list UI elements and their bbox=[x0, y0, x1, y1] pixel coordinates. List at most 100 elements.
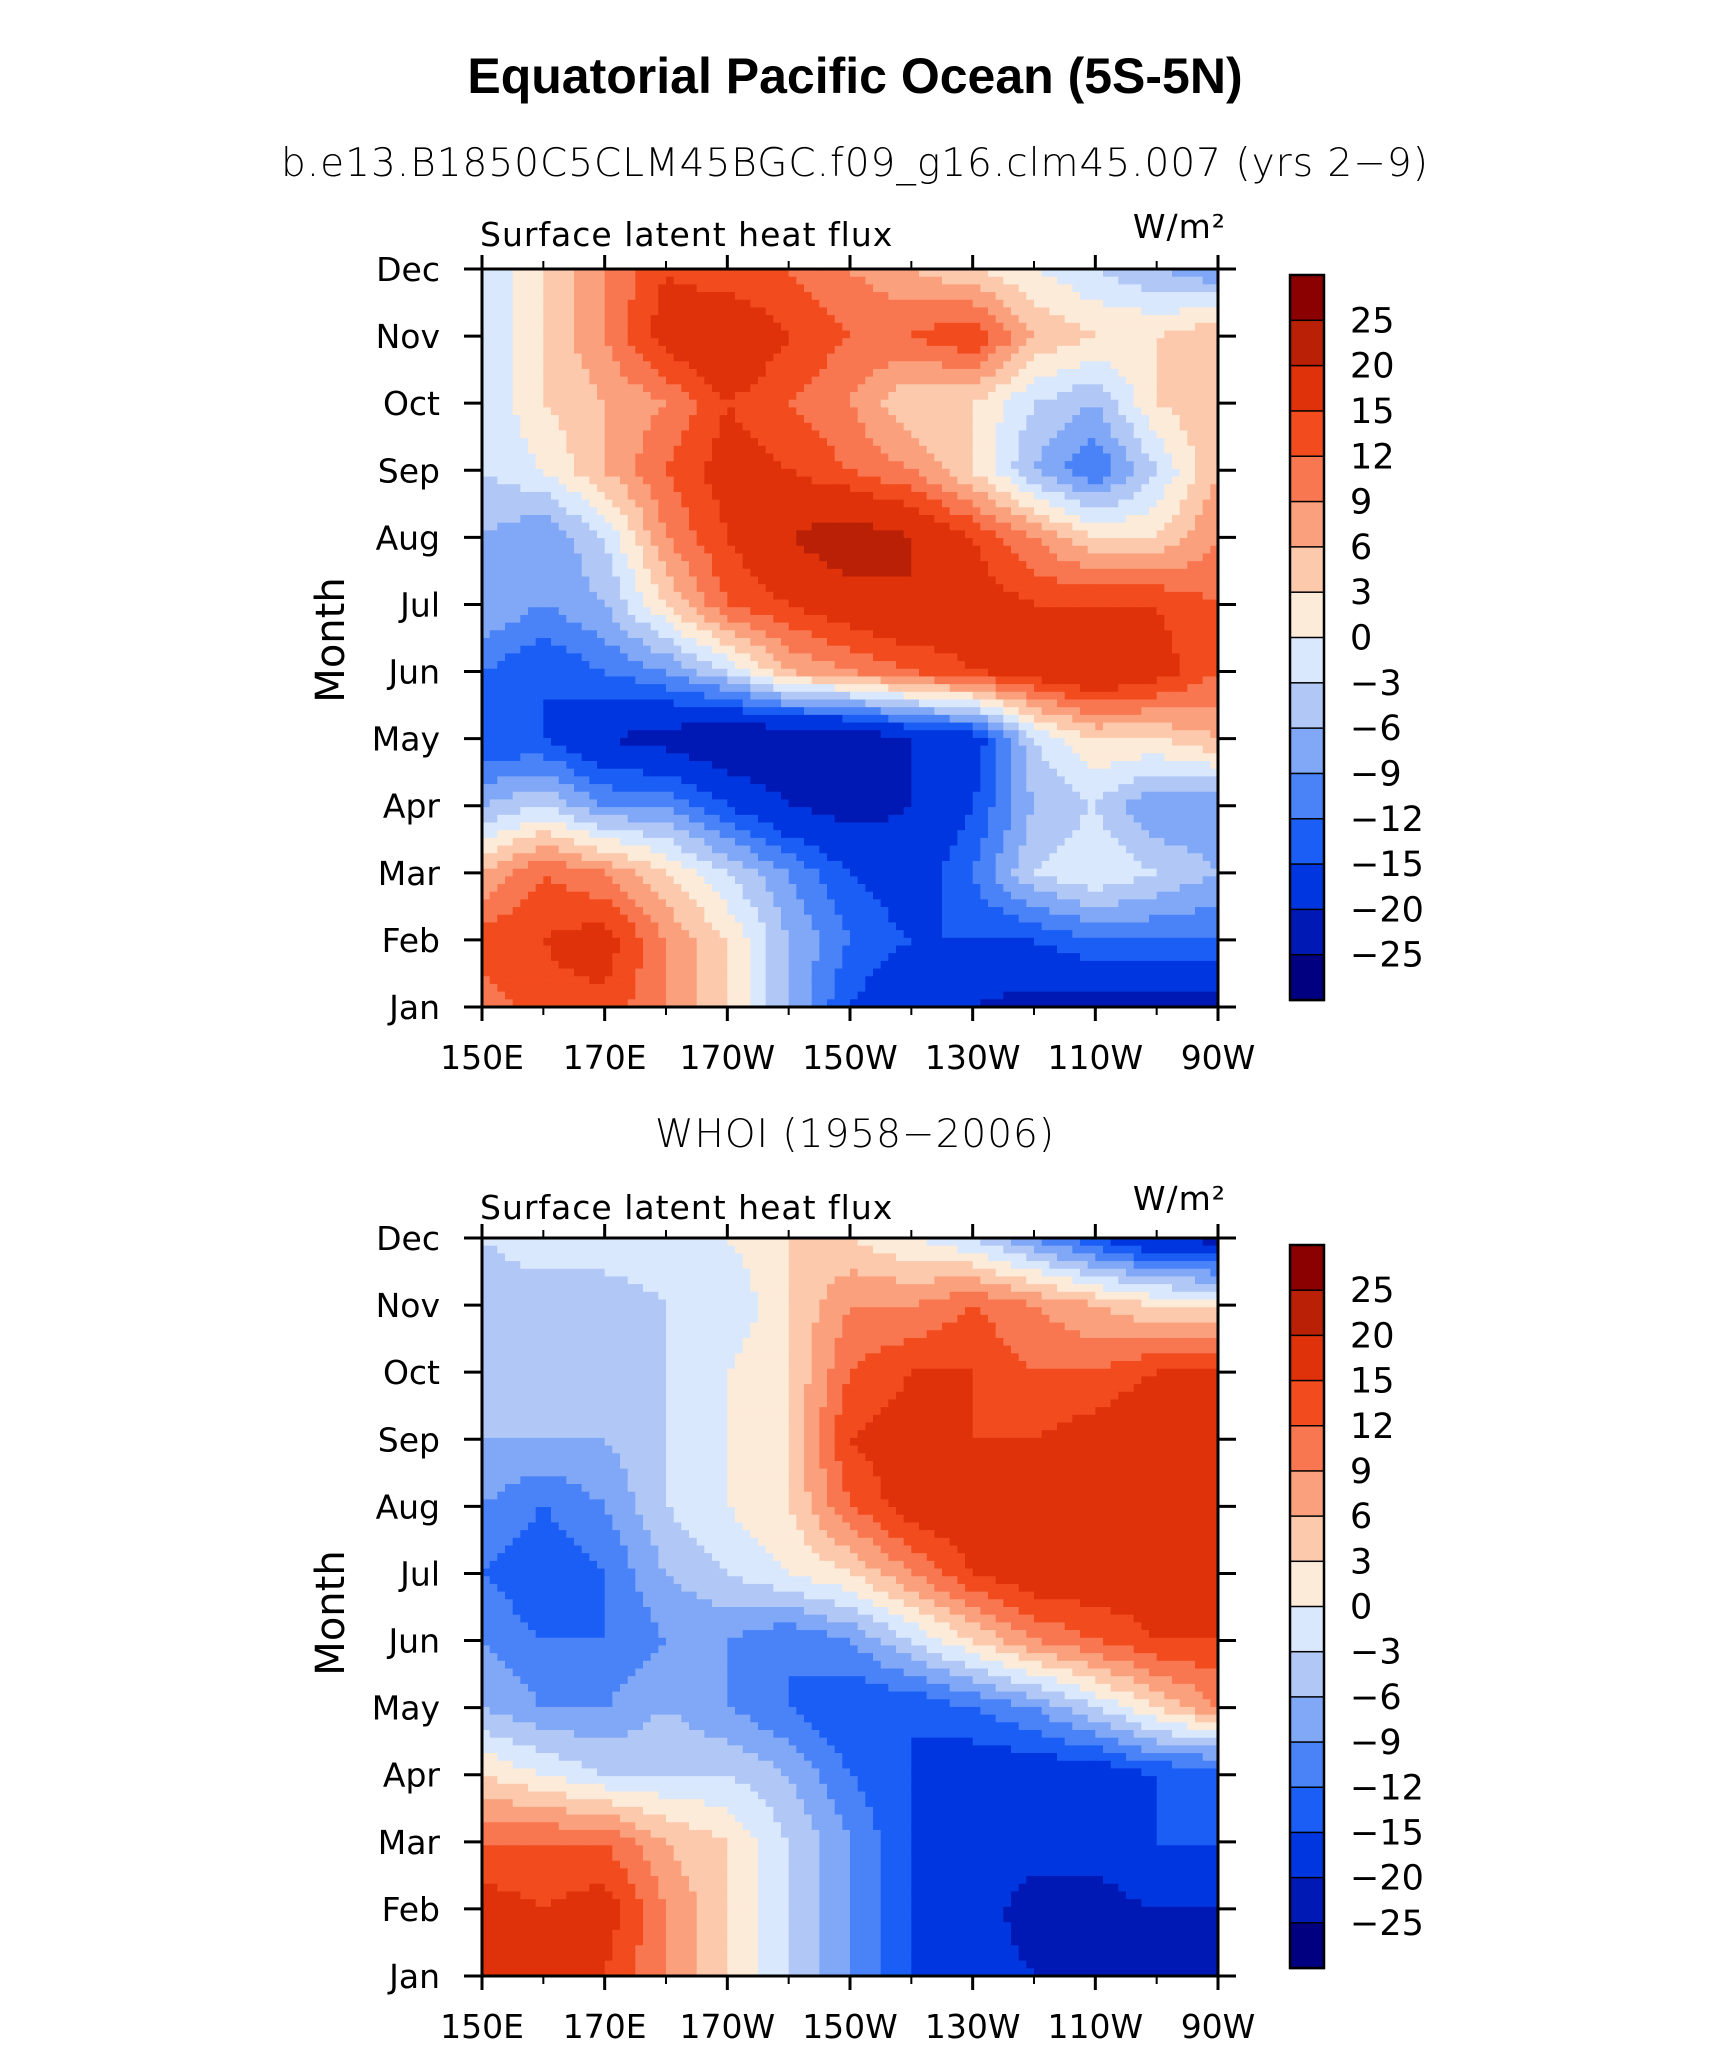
heatmap-cell bbox=[735, 576, 744, 585]
heatmap-cell bbox=[627, 453, 636, 462]
heatmap-cell bbox=[750, 445, 759, 455]
heatmap-cell bbox=[512, 276, 521, 285]
heatmap-cell bbox=[880, 438, 889, 447]
heatmap-cell bbox=[1003, 507, 1012, 516]
heatmap-cell bbox=[911, 468, 920, 478]
heatmap-cell bbox=[1095, 453, 1104, 462]
heatmap-cell bbox=[742, 407, 751, 416]
heatmap-cell bbox=[612, 622, 621, 631]
heatmap-cell bbox=[811, 353, 820, 362]
heatmap-cell bbox=[765, 484, 774, 493]
heatmap-cell bbox=[673, 445, 682, 455]
heatmap-cell bbox=[1041, 453, 1050, 462]
heatmap-cell bbox=[1087, 507, 1096, 516]
heatmap-cell bbox=[781, 299, 790, 309]
heatmap-cell bbox=[896, 276, 905, 285]
heatmap-cell bbox=[1011, 584, 1020, 593]
heatmap-cell bbox=[673, 376, 682, 385]
heatmap-cell bbox=[1041, 638, 1050, 647]
heatmap-cell bbox=[620, 484, 629, 493]
heatmap-cell bbox=[650, 661, 659, 670]
heatmap-cell bbox=[704, 491, 713, 501]
heatmap-cell bbox=[574, 330, 583, 339]
heatmap-cell bbox=[842, 622, 851, 631]
heatmap-cell bbox=[520, 530, 529, 539]
heatmap-cell bbox=[735, 276, 744, 285]
heatmap-cell bbox=[620, 338, 629, 347]
heatmap-cell bbox=[1179, 476, 1188, 485]
heatmap-cell bbox=[505, 430, 514, 439]
heatmap-cell bbox=[658, 269, 667, 278]
heatmap-cell bbox=[804, 361, 813, 370]
heatmap-cell bbox=[489, 599, 498, 608]
heatmap-cell bbox=[957, 599, 966, 608]
heatmap-cell bbox=[1195, 515, 1204, 524]
heatmap-cell bbox=[489, 415, 498, 424]
heatmap-cell bbox=[551, 299, 560, 309]
heatmap-cell bbox=[850, 445, 859, 455]
heatmap-cell bbox=[796, 591, 805, 601]
heatmap-cell bbox=[658, 476, 667, 485]
heatmap-cell bbox=[696, 269, 705, 278]
heatmap-cell bbox=[1103, 345, 1112, 355]
heatmap-cell bbox=[1164, 522, 1173, 531]
heatmap-cell bbox=[1057, 515, 1066, 524]
heatmap-cell bbox=[965, 368, 974, 378]
heatmap-cell bbox=[857, 638, 866, 647]
heatmap-cell bbox=[650, 476, 659, 485]
heatmap-cell bbox=[574, 468, 583, 478]
heatmap-cell bbox=[1156, 376, 1165, 385]
heatmap-cell bbox=[635, 376, 644, 385]
heatmap-cell bbox=[1164, 576, 1173, 585]
heatmap-cell bbox=[1126, 468, 1135, 478]
heatmap-cell bbox=[566, 415, 575, 424]
heatmap-cell bbox=[980, 515, 989, 524]
heatmap-cell bbox=[873, 407, 882, 416]
heatmap-cell bbox=[1126, 330, 1135, 339]
heatmap-cell bbox=[497, 607, 506, 616]
heatmap-cell bbox=[988, 499, 997, 508]
heatmap-cell bbox=[896, 576, 905, 585]
heatmap-cell bbox=[857, 384, 866, 393]
heatmap-cell bbox=[911, 376, 920, 385]
heatmap-cell bbox=[965, 599, 974, 608]
heatmap-cell bbox=[489, 407, 498, 416]
heatmap-cell bbox=[489, 338, 498, 347]
heatmap-cell bbox=[1003, 522, 1012, 531]
heatmap-cell bbox=[681, 292, 690, 301]
heatmap-cell bbox=[1087, 568, 1096, 578]
heatmap-cell bbox=[1057, 307, 1066, 316]
heatmap-cell bbox=[888, 453, 897, 462]
heatmap-cell bbox=[1156, 384, 1165, 393]
heatmap-cell bbox=[865, 392, 874, 401]
heatmap-cell bbox=[781, 591, 790, 601]
heatmap-cell bbox=[689, 445, 698, 455]
heatmap-cell bbox=[666, 392, 675, 401]
heatmap-cell bbox=[758, 330, 767, 339]
heatmap-cell bbox=[980, 315, 989, 324]
heatmap-cell bbox=[1080, 553, 1089, 562]
heatmap-cell bbox=[957, 461, 966, 470]
heatmap-cell bbox=[535, 553, 544, 562]
heatmap-cell bbox=[650, 630, 659, 639]
heatmap-cell bbox=[1156, 491, 1165, 501]
heatmap-cell bbox=[995, 468, 1004, 478]
heatmap-cell bbox=[658, 484, 667, 493]
heatmap-cell bbox=[1049, 484, 1058, 493]
heatmap-cell bbox=[788, 645, 797, 654]
heatmap-cell bbox=[627, 330, 636, 339]
heatmap-cell bbox=[520, 538, 529, 547]
heatmap-cell bbox=[1195, 476, 1204, 485]
heatmap-cell bbox=[551, 384, 560, 393]
heatmap-cell bbox=[1003, 499, 1012, 508]
heatmap-cell bbox=[804, 568, 813, 578]
heatmap-cell bbox=[1141, 638, 1150, 647]
heatmap-cell bbox=[727, 461, 736, 470]
heatmap-cell bbox=[1141, 630, 1150, 639]
heatmap-cell bbox=[1064, 292, 1073, 301]
heatmap-cell bbox=[919, 407, 928, 416]
heatmap-cell bbox=[957, 361, 966, 370]
heatmap-cell bbox=[574, 553, 583, 562]
heatmap-cell bbox=[566, 522, 575, 531]
heatmap-cell bbox=[535, 368, 544, 378]
